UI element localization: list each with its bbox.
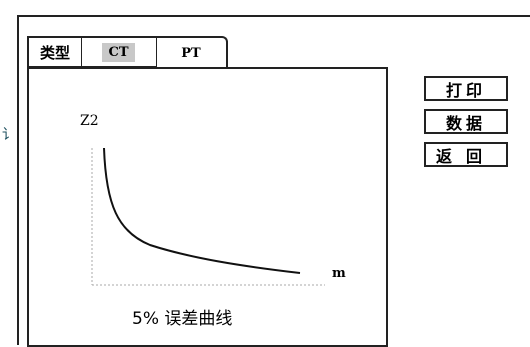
chart-caption: 5% 误差曲线 bbox=[132, 309, 233, 329]
y-axis-label: Z2 bbox=[80, 113, 99, 129]
back-button[interactable]: 返回 bbox=[424, 142, 508, 167]
print-button[interactable]: 打印 bbox=[424, 76, 508, 101]
print-button-label: 打印 bbox=[445, 80, 486, 100]
data-button-label: 数据 bbox=[445, 113, 486, 133]
data-button[interactable]: 数据 bbox=[424, 109, 508, 134]
error-curve-plot bbox=[91, 147, 325, 286]
tab-pt[interactable]: PT bbox=[156, 36, 228, 68]
side-glyph: 讠 bbox=[2, 127, 16, 143]
tab-pt-label: PT bbox=[181, 45, 201, 61]
tab-type-text: 类型 bbox=[39, 43, 70, 62]
tab-ct-label: CT bbox=[102, 42, 135, 62]
window-frame bbox=[17, 15, 530, 345]
back-button-label: 返回 bbox=[435, 146, 496, 166]
error-curve bbox=[103, 147, 301, 274]
x-axis-label: m bbox=[332, 266, 346, 281]
